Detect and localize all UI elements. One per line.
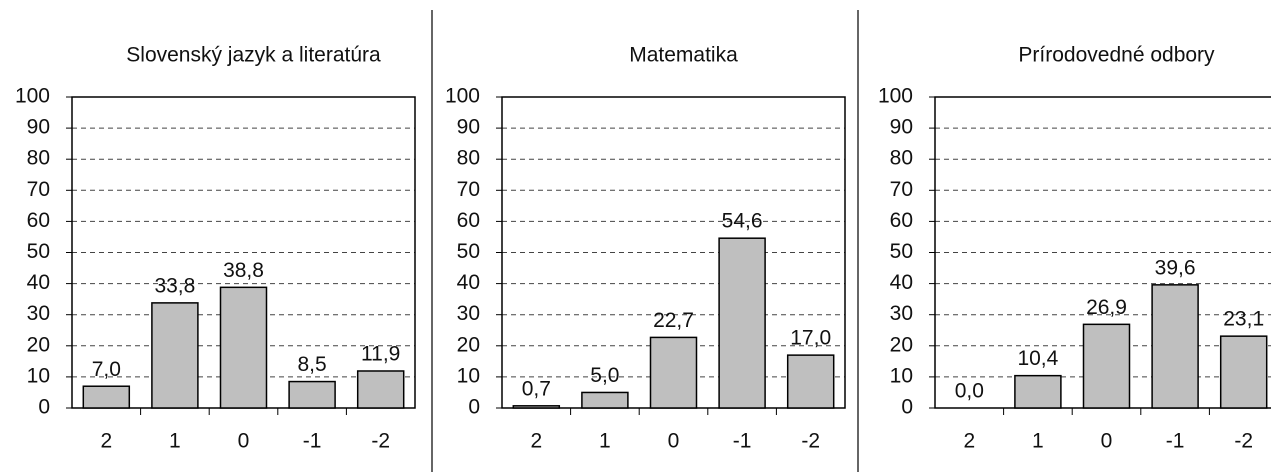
y-tick-label: 40 — [27, 271, 50, 294]
y-tick-label: 0 — [901, 396, 913, 419]
y-tick-label: 10 — [27, 364, 50, 387]
y-tick-label: 10 — [890, 364, 913, 387]
x-tick-label: 1 — [1032, 430, 1044, 453]
chart-title: Prírodovedné odbory — [1018, 44, 1215, 67]
x-tick-label: -1 — [733, 430, 752, 453]
value-label: 38,8 — [223, 259, 264, 282]
y-tick-label: 30 — [27, 302, 50, 325]
value-label: 10,4 — [1017, 347, 1058, 370]
value-label: 26,9 — [1086, 296, 1127, 319]
chart-title: Slovenský jazyk a literatúra — [126, 44, 381, 67]
bar — [1219, 335, 1268, 409]
bar — [718, 237, 766, 409]
y-tick-label: 80 — [457, 147, 480, 170]
y-tick-label: 20 — [457, 333, 480, 356]
bar — [512, 405, 561, 409]
value-label: 7,0 — [92, 358, 121, 381]
value-label: 39,6 — [1155, 256, 1196, 279]
y-tick-label: 60 — [27, 209, 50, 232]
y-tick-label: 50 — [890, 240, 913, 263]
x-tick-label: -2 — [1234, 430, 1253, 453]
value-label: 8,5 — [297, 353, 326, 376]
x-tick-label: 2 — [963, 430, 975, 453]
value-label: 0,7 — [522, 377, 551, 400]
chart-title: Matematika — [629, 44, 738, 67]
y-tick-label: 100 — [445, 85, 480, 108]
y-tick-label: 10 — [457, 364, 480, 387]
y-tick-label: 30 — [457, 302, 480, 325]
value-label: 22,7 — [653, 309, 694, 332]
bar — [1082, 323, 1131, 409]
y-tick-label: 0 — [38, 396, 50, 419]
x-tick-label: -2 — [371, 430, 390, 453]
y-tick-label: 70 — [457, 178, 480, 201]
bar — [581, 391, 629, 409]
bar — [786, 354, 835, 409]
y-tick-label: 50 — [27, 240, 50, 263]
y-tick-label: 70 — [27, 178, 50, 201]
value-label: 23,1 — [1223, 308, 1264, 331]
y-tick-label: 70 — [890, 178, 913, 201]
y-tick-label: 20 — [27, 333, 50, 356]
bar — [356, 370, 405, 409]
y-tick-label: 40 — [890, 271, 913, 294]
y-tick-label: 90 — [457, 116, 480, 139]
value-label: 54,6 — [722, 210, 763, 233]
y-tick-label: 50 — [457, 240, 480, 263]
bar — [288, 380, 336, 409]
x-tick-label: 2 — [100, 430, 112, 453]
y-tick-label: 100 — [878, 85, 913, 108]
y-tick-label: 0 — [468, 396, 480, 419]
bar — [219, 286, 268, 409]
y-tick-label: 80 — [27, 147, 50, 170]
value-label: 17,0 — [790, 327, 831, 350]
y-tick-label: 30 — [890, 302, 913, 325]
y-tick-label: 60 — [890, 209, 913, 232]
bar — [1151, 284, 1199, 409]
value-label: 11,9 — [361, 343, 400, 366]
y-tick-label: 40 — [457, 271, 480, 294]
bar — [649, 336, 698, 409]
x-tick-label: -1 — [303, 430, 322, 453]
y-tick-label: 100 — [15, 85, 50, 108]
x-tick-label: 2 — [530, 430, 542, 453]
x-tick-label: 0 — [238, 430, 250, 453]
y-tick-label: 20 — [890, 333, 913, 356]
value-label: 0,0 — [955, 380, 984, 403]
bar — [1014, 374, 1062, 409]
y-tick-label: 90 — [27, 116, 50, 139]
y-tick-label: 60 — [457, 209, 480, 232]
value-label: 33,8 — [154, 274, 195, 297]
bar — [151, 302, 199, 409]
x-tick-label: 0 — [668, 430, 680, 453]
x-tick-label: 1 — [169, 430, 181, 453]
y-tick-label: 80 — [890, 147, 913, 170]
value-label: 5,0 — [590, 364, 619, 387]
y-tick-label: 90 — [890, 116, 913, 139]
bar — [82, 385, 131, 409]
x-tick-label: -2 — [801, 430, 820, 453]
x-tick-label: 1 — [599, 430, 611, 453]
x-tick-label: 0 — [1101, 430, 1113, 453]
x-tick-label: -1 — [1166, 430, 1185, 453]
